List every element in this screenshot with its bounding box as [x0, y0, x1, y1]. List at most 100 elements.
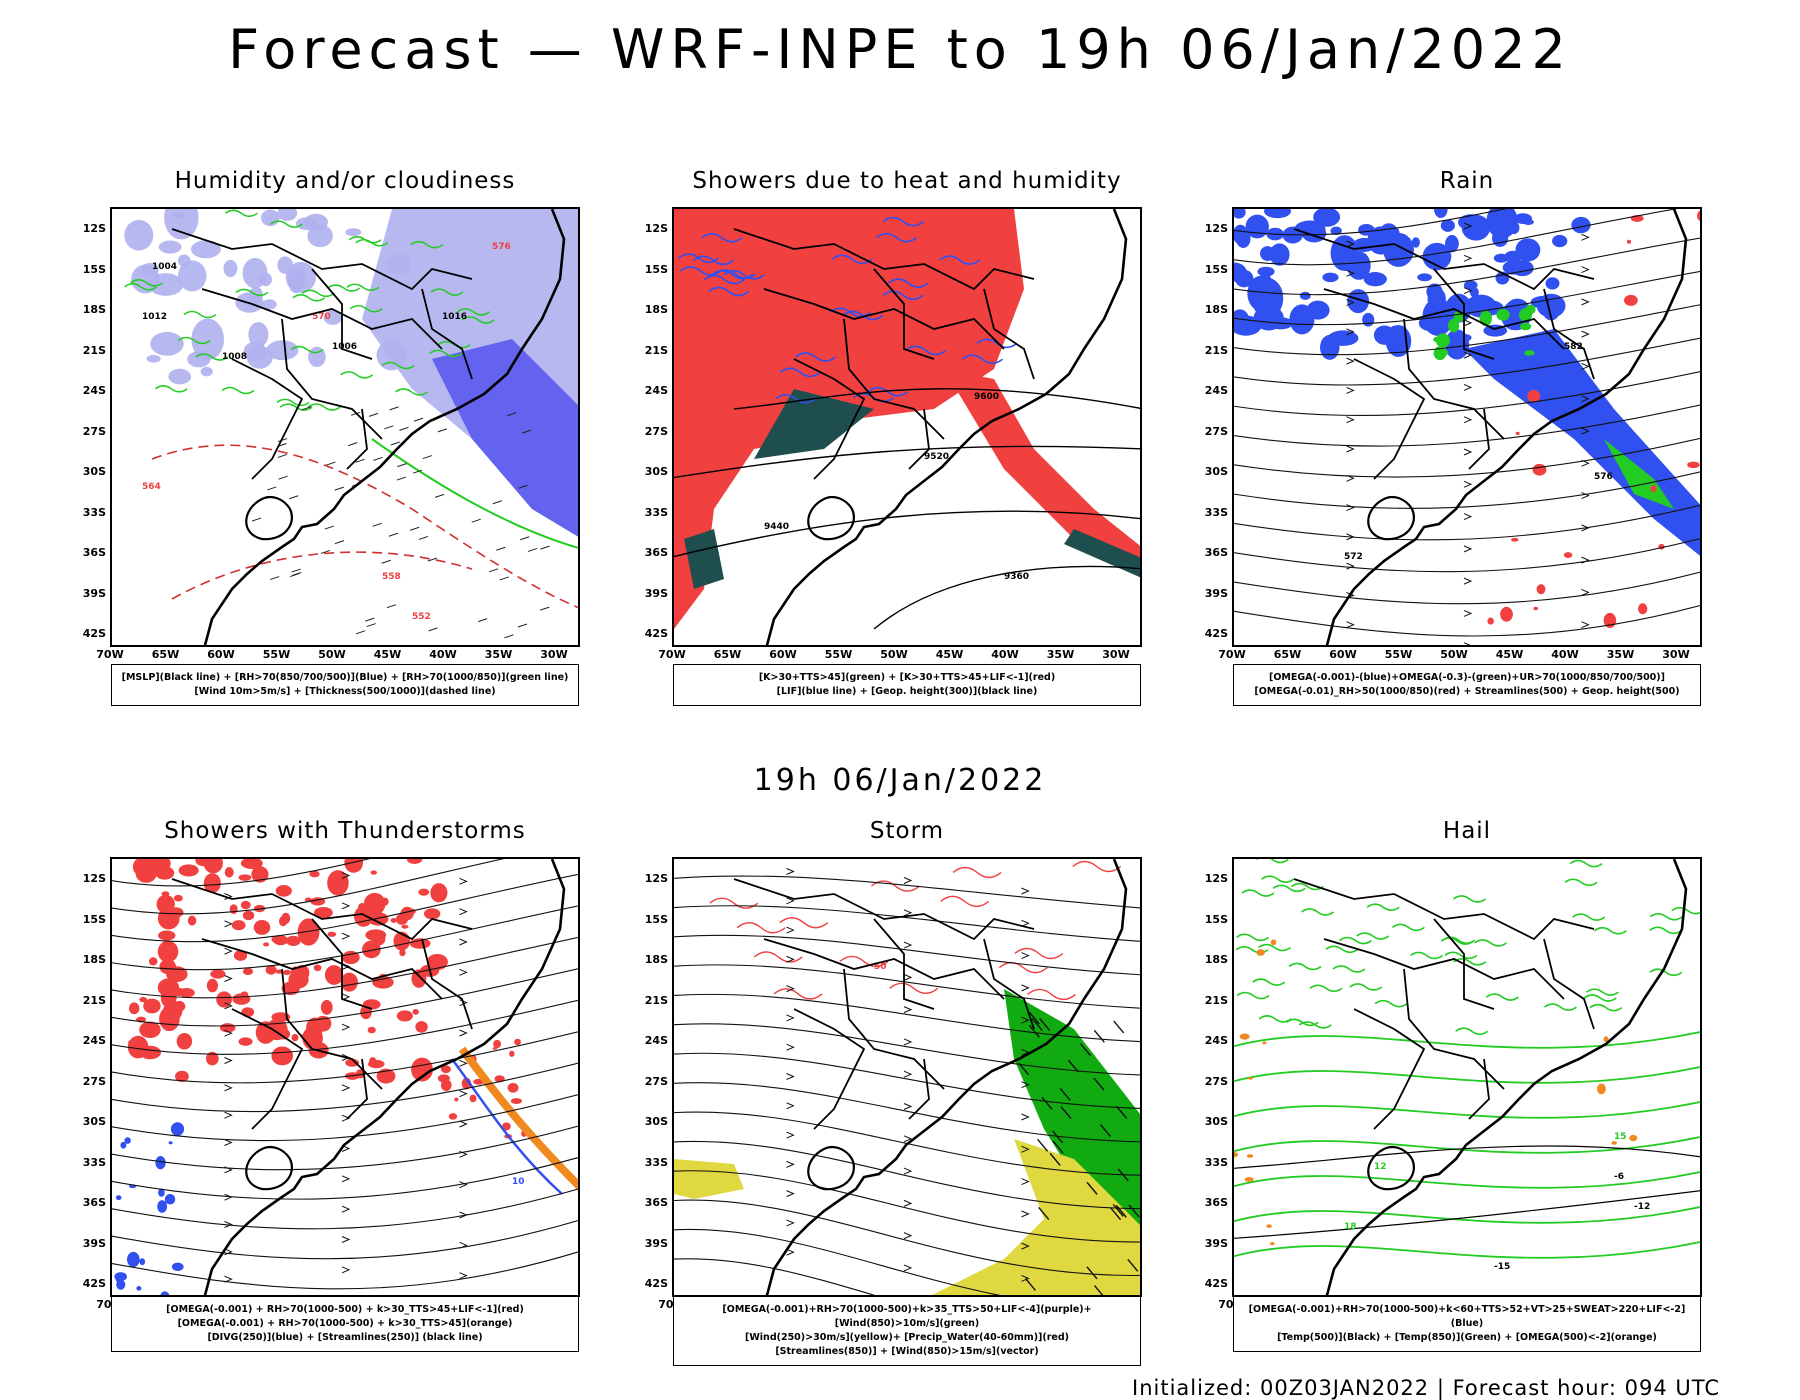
lat-tick-label: 39S: [82, 1236, 106, 1250]
lon-tick-label: 70W: [1218, 648, 1246, 661]
lon-tick-label: 45W: [1495, 648, 1524, 661]
lat-tick-label: 12S: [644, 222, 668, 235]
lon-tick-label: 55W: [262, 648, 291, 661]
lon-tick-label: 50W: [880, 648, 908, 661]
lat-tick-label: 15S: [1204, 912, 1228, 926]
legend-line: [MSLP](Black line) + [RH>70(850/700/500)…: [121, 672, 569, 683]
lon-tick-label: 50W: [1440, 648, 1468, 661]
coastline: [203, 209, 566, 645]
legend-storm: [OMEGA(-0.001)+RH>70(1000-500)+k>35_TTS>…: [673, 1296, 1141, 1366]
map-hail: -6 -12 -15 15 18 12: [1232, 857, 1702, 1297]
lat-tick-label: 24S: [82, 384, 106, 397]
contour-label: 18: [1344, 1222, 1357, 1232]
lat-tick-label: 21S: [82, 993, 106, 1007]
legend-line: [OMEGA(-0.001) + RH>70(1000-500) + k>30_…: [177, 1318, 513, 1329]
contour-label: 9360: [1004, 572, 1029, 582]
lon-tick-label: 65W: [151, 648, 180, 661]
lat-tick-label: 21S: [1204, 993, 1228, 1007]
contour-label: -6: [1614, 1172, 1624, 1182]
legend-line: [OMEGA(-0.001)-(blue)+OMEGA(-0.3)-(green…: [1269, 672, 1665, 683]
coastline: [765, 209, 1128, 645]
lat-tick-label: 42S: [644, 1277, 668, 1290]
panel-title-showers: Showers due to heat and humidity: [692, 168, 1122, 194]
panel-title-humidity: Humidity and/or cloudiness: [174, 168, 516, 194]
coastline: [765, 859, 1128, 1295]
lat-tick-label: 12S: [644, 872, 668, 885]
lat-tick-label: 12S: [1204, 872, 1228, 885]
legend-line: [Wind 10m>5m/s] + [Thickness(500/1000)](…: [194, 686, 496, 697]
legend-rain: [OMEGA(-0.001)-(blue)+OMEGA(-0.3)-(green…: [1233, 664, 1701, 706]
lat-tick-label: 33S: [644, 1155, 668, 1169]
footer-init-info: Initialized: 00Z03JAN2022 | Forecast hou…: [1132, 1376, 1720, 1400]
lat-tick-label: 42S: [1204, 627, 1228, 640]
lat-tick-label: 39S: [82, 586, 106, 600]
lat-tick-label: 12S: [82, 872, 106, 885]
contour-label: 1012: [142, 312, 167, 322]
contour-label: 576: [1594, 472, 1613, 482]
lat-tick-label: 27S: [644, 424, 668, 438]
lon-tick-label: 65W: [1273, 648, 1302, 661]
lat-tick-label: 15S: [644, 262, 668, 276]
panel-title-rain: Rain: [1439, 168, 1495, 194]
lat-tick-label: 18S: [1204, 953, 1228, 966]
contour-label: 50: [874, 962, 887, 972]
lon-tick-label: 60W: [1329, 648, 1357, 661]
lat-tick-label: 18S: [1204, 303, 1228, 316]
contour-label: 9520: [924, 452, 949, 462]
lat-tick-label: 36S: [82, 546, 106, 559]
legend-line: [OMEGA(-0.001) + RH>70(1000-500) + k>30_…: [166, 1304, 524, 1315]
legend-line: [OMEGA(-0.001)+RH>70(1000-500)+k<60+TTS>…: [1248, 1304, 1686, 1329]
lat-tick-label: 15S: [644, 912, 668, 926]
panel-title-storm: Storm: [869, 818, 945, 844]
lon-tick-label: 40W: [429, 648, 457, 661]
legend-thunder: [OMEGA(-0.001) + RH>70(1000-500) + k>30_…: [111, 1296, 579, 1352]
lat-tick-label: 36S: [1204, 546, 1228, 559]
lat-tick-label: 33S: [644, 505, 668, 519]
lon-tick-label: 35W: [1046, 648, 1075, 661]
lat-tick-label: 30S: [82, 465, 106, 478]
lat-tick-label: 30S: [82, 1115, 106, 1128]
contour-label: 1008: [222, 352, 247, 362]
map-plot-storm: 50: [674, 859, 1140, 1295]
contour-label: 9600: [974, 392, 999, 402]
lon-tick-label: 65W: [713, 648, 742, 661]
contour-label: 558: [382, 572, 401, 582]
legend-line: [LIF](blue line) + [Geop. height(300)](b…: [776, 686, 1038, 697]
contour-label: -15: [1494, 1262, 1510, 1272]
legend-line: [K>30+TTS>45](green) + [K>30+TTS>45+LIF<…: [758, 672, 1056, 683]
legend-line: [OMEGA(-0.01)_RH>50(1000/850)(red) + Str…: [1254, 686, 1680, 697]
map-storm: 50: [672, 857, 1142, 1297]
lon-tick-label: 60W: [769, 648, 797, 661]
contour-label: 15: [1614, 1132, 1627, 1142]
map-plot-thunder: 10: [112, 859, 578, 1295]
lat-tick-label: 27S: [1204, 424, 1228, 438]
lat-tick-label: 36S: [644, 546, 668, 559]
contour-label: 572: [1344, 552, 1363, 562]
legend-showers: [K>30+TTS>45](green) + [K>30+TTS>45+LIF<…: [673, 664, 1141, 706]
lat-tick-label: 15S: [1204, 262, 1228, 276]
contour-label: 1016: [442, 312, 467, 322]
lat-tick-label: 12S: [1204, 222, 1228, 235]
lat-tick-label: 15S: [82, 912, 106, 926]
lon-tick-label: 30W: [1662, 648, 1690, 661]
lat-tick-label: 39S: [644, 586, 668, 600]
contour-label: 582: [1564, 342, 1583, 352]
contour-label: 570: [312, 312, 331, 322]
lat-tick-label: 39S: [1204, 1236, 1228, 1250]
lon-tick-label: 70W: [658, 648, 686, 661]
map-rain: 582 576 572: [1232, 207, 1702, 647]
contour-label: 9440: [764, 522, 789, 532]
lat-tick-label: 18S: [82, 953, 106, 966]
legend-line: [Wind(250)>30m/s](yellow)+ [Precip_Water…: [744, 1332, 1069, 1343]
lat-tick-label: 42S: [644, 627, 668, 640]
contour-label: -12: [1634, 1202, 1650, 1212]
legend-line: [Streamlines(850)] + [Wind(850)>15m/s](v…: [775, 1346, 1039, 1357]
contour-label: 576: [492, 242, 511, 252]
panel-title-thunder: Showers with Thunderstorms: [164, 818, 526, 844]
legend-line: [Temp(500)](Black) + [Temp(850)](Green) …: [1277, 1332, 1657, 1343]
lon-tick-label: 35W: [484, 648, 513, 661]
map-humidity: 1004 1012 1008 1016 576 570 558 564 552 1006: [110, 207, 580, 647]
legend-line: [OMEGA(-0.001)+RH>70(1000-500)+k>35_TTS>…: [722, 1304, 1092, 1329]
lat-tick-label: 30S: [1204, 465, 1228, 478]
lat-tick-label: 18S: [82, 303, 106, 316]
